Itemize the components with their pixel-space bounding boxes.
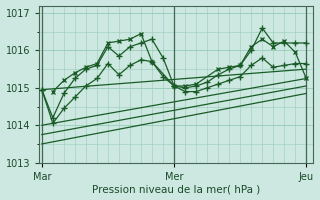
- X-axis label: Pression niveau de la mer( hPa ): Pression niveau de la mer( hPa ): [92, 184, 260, 194]
